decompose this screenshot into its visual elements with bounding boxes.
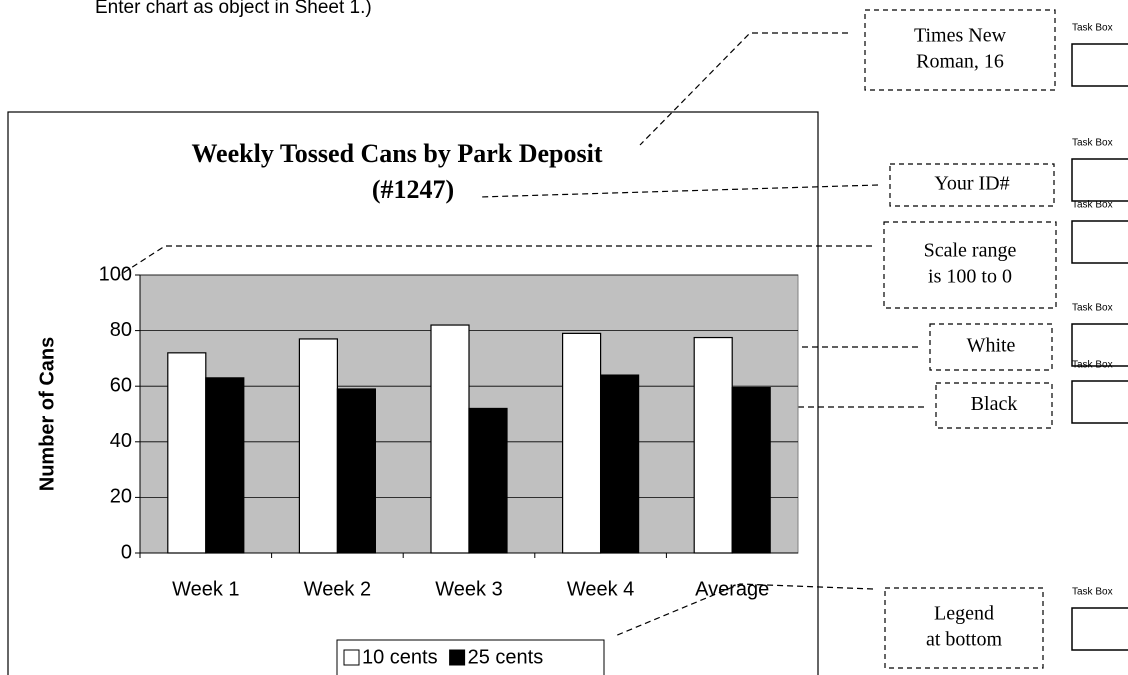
callout-text: Times New (914, 25, 1007, 47)
task-box (1071, 607, 1128, 651)
y-tick-label: 0 (121, 541, 132, 563)
legend-swatch (449, 649, 466, 666)
bar (336, 388, 376, 554)
bar (731, 386, 771, 554)
bar (430, 324, 470, 554)
legend-label: 25 cents (468, 646, 544, 668)
bar (599, 374, 640, 554)
chart-subtitle: (#1247) (372, 175, 454, 204)
task-box (1071, 380, 1128, 424)
callout-text: at bottom (926, 629, 1003, 651)
bar (468, 407, 508, 554)
callout-text: is 100 to 0 (928, 266, 1012, 288)
callout-box (883, 221, 1057, 309)
task-box (1071, 158, 1128, 202)
leader-line (639, 32, 848, 146)
callout-box (929, 323, 1053, 371)
bar (693, 336, 733, 554)
task-box-label: Task Box (1072, 587, 1113, 598)
chart-title: Weekly Tossed Cans by Park Deposit (191, 139, 602, 168)
bar (167, 352, 207, 554)
task-box-label: Task Box (1072, 200, 1113, 211)
x-tick-label: Week 1 (172, 578, 239, 600)
callout-text: Roman, 16 (916, 51, 1004, 73)
y-axis-label: Number of Cans (36, 337, 58, 491)
legend-label: 10 cents (362, 646, 438, 668)
task-box (1071, 323, 1128, 367)
callout-text: Scale range (924, 240, 1017, 262)
leader-line (479, 184, 879, 198)
x-tick-label: Week 4 (567, 578, 634, 600)
task-box (1071, 43, 1128, 87)
task-box-label: Task Box (1072, 303, 1113, 314)
y-tick-label: 80 (110, 319, 132, 341)
bar (298, 338, 338, 554)
callout-text: Your ID# (934, 173, 1009, 195)
callout-box (864, 9, 1056, 91)
leader-line (614, 583, 874, 637)
y-tick-label: 40 (110, 430, 132, 452)
y-tick-label: 100 (99, 263, 132, 285)
y-tick-label: 20 (110, 486, 132, 508)
callout-text: White (967, 335, 1016, 357)
callout-text: Legend (934, 603, 994, 625)
callout-box (884, 587, 1044, 669)
task-box-label: Task Box (1072, 23, 1113, 34)
x-tick-label: Average (695, 578, 769, 600)
task-box-label: Task Box (1072, 138, 1113, 149)
task-box-label: Task Box (1072, 360, 1113, 371)
instruction: Enter chart as object in Sheet 1.) (95, 0, 372, 18)
bar (561, 332, 602, 554)
callout-box (889, 163, 1055, 207)
x-tick-label: Week 2 (304, 578, 371, 600)
leader-line (119, 245, 872, 276)
callout-box (935, 382, 1053, 429)
legend (336, 639, 605, 675)
x-tick-label: Week 3 (435, 578, 502, 600)
legend-swatch (343, 649, 360, 666)
task-box (1071, 220, 1128, 264)
y-tick-label: 60 (110, 374, 132, 396)
bar (205, 377, 245, 554)
callout-text: Black (971, 393, 1018, 415)
